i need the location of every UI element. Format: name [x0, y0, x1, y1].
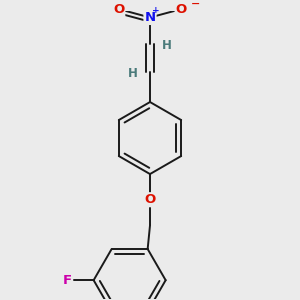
Text: −: −	[190, 0, 200, 9]
Text: O: O	[176, 3, 187, 16]
Text: O: O	[144, 193, 156, 206]
Text: O: O	[113, 3, 124, 16]
Text: H: H	[128, 67, 138, 80]
Text: H: H	[162, 39, 172, 52]
Text: N: N	[144, 11, 156, 24]
Text: F: F	[63, 274, 72, 287]
Text: +: +	[152, 6, 159, 15]
